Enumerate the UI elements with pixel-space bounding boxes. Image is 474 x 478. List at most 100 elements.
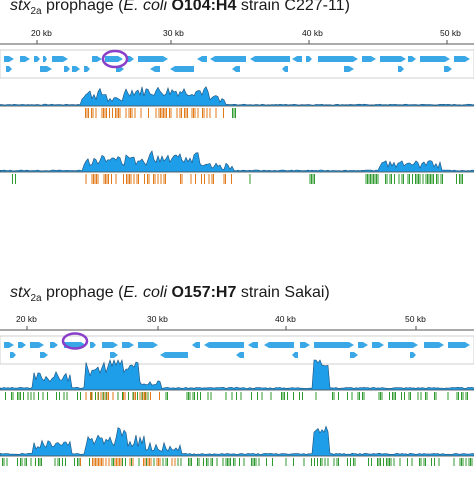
title-gene-sub: 2a bbox=[30, 293, 42, 305]
variant-tick bbox=[409, 174, 410, 184]
variant-tick bbox=[225, 174, 226, 184]
variant-tick bbox=[365, 174, 367, 184]
variant-tick bbox=[191, 108, 193, 118]
variant-tick bbox=[206, 458, 207, 466]
variant-tick bbox=[160, 174, 162, 184]
variant-tick bbox=[134, 108, 136, 118]
variant-tick bbox=[180, 458, 182, 466]
gene-arrow bbox=[300, 342, 310, 348]
gene-arrow bbox=[34, 56, 40, 62]
variant-tick bbox=[338, 458, 339, 466]
highlight-ellipse bbox=[61, 332, 89, 350]
variant-tick bbox=[126, 174, 127, 184]
variant-tick bbox=[136, 174, 138, 184]
variant-tick bbox=[91, 174, 93, 184]
variant-tick bbox=[368, 458, 369, 466]
variant-tick bbox=[236, 392, 237, 400]
variant-tick bbox=[92, 458, 93, 466]
gene-arrow bbox=[43, 56, 47, 62]
variant-tick bbox=[62, 458, 63, 466]
variant-tick bbox=[293, 392, 294, 400]
gene-arrow bbox=[64, 66, 70, 72]
variant-tick bbox=[195, 174, 196, 184]
variant-tick bbox=[86, 108, 88, 118]
variant-tick bbox=[97, 392, 99, 400]
scale-label-20kb: 20 kb bbox=[31, 28, 52, 38]
variant-tick bbox=[56, 392, 57, 400]
variant-tick bbox=[398, 174, 400, 184]
variant-tick bbox=[125, 458, 126, 466]
gene-arrow bbox=[410, 352, 416, 358]
variant-tick bbox=[377, 174, 379, 184]
variant-tick bbox=[234, 458, 236, 466]
variant-tick bbox=[257, 392, 258, 400]
variant-tick bbox=[425, 392, 426, 400]
variant-tick bbox=[359, 392, 360, 400]
variant-tick bbox=[17, 458, 18, 466]
variant-tick bbox=[309, 174, 311, 184]
variant-tick bbox=[206, 108, 208, 118]
gene-arrow bbox=[408, 56, 416, 62]
variant-tick bbox=[131, 108, 133, 118]
scale-label-40kb: 40 kb bbox=[302, 28, 323, 38]
variant-tick bbox=[101, 108, 103, 118]
variant-tick bbox=[6, 458, 8, 466]
variant-tick bbox=[169, 108, 170, 118]
variant-tick bbox=[181, 108, 182, 118]
variant-tick bbox=[90, 392, 91, 400]
scale-label-30kb: 30 kb bbox=[147, 314, 168, 324]
gene-arrow bbox=[454, 56, 470, 62]
variant-tick bbox=[166, 108, 167, 118]
panel-title: stx2a prophage (E. coli O157:H7 strain S… bbox=[10, 284, 330, 304]
coverage-profile bbox=[0, 86, 474, 107]
variant-tick bbox=[94, 174, 96, 184]
variant-tick bbox=[77, 458, 78, 466]
variant-tick bbox=[202, 108, 203, 118]
variant-tick bbox=[144, 392, 145, 400]
variant-tick bbox=[88, 108, 89, 118]
variant-tick bbox=[147, 392, 149, 400]
variant-tick bbox=[197, 392, 198, 400]
variant-tick bbox=[102, 392, 104, 400]
variant-tick bbox=[435, 392, 437, 400]
variant-tick bbox=[38, 458, 39, 466]
variant-tick bbox=[113, 458, 114, 466]
title-gene: stx bbox=[10, 284, 31, 301]
gene-arrow bbox=[50, 342, 58, 348]
gene-track-frame bbox=[0, 49, 474, 79]
variant-tick bbox=[191, 458, 192, 466]
variant-tick bbox=[460, 174, 462, 184]
variant-tick bbox=[153, 174, 154, 184]
variant-tick bbox=[420, 458, 422, 466]
variant-tick bbox=[123, 392, 124, 400]
gene-arrow bbox=[30, 342, 44, 348]
variant-tick bbox=[148, 108, 149, 118]
variant-tick bbox=[311, 174, 312, 184]
gene-arrow bbox=[318, 56, 358, 62]
variant-tick bbox=[15, 174, 16, 184]
gene-arrow bbox=[176, 352, 184, 358]
genome-track-o104: 20 kb 30 kb 40 kb 50 kb bbox=[0, 28, 474, 184]
variant-tick bbox=[383, 458, 384, 466]
variant-tick bbox=[437, 174, 439, 184]
scale-label-50kb: 50 kb bbox=[405, 314, 426, 324]
variant-tick bbox=[371, 174, 373, 184]
gene-arrow bbox=[250, 56, 290, 62]
variant-tick bbox=[80, 392, 81, 400]
variant-tick bbox=[258, 458, 260, 466]
variant-tick bbox=[380, 458, 381, 466]
variant-tick bbox=[440, 174, 442, 184]
variant-tick bbox=[370, 174, 371, 184]
variant-tick bbox=[456, 392, 458, 400]
gene-arrow bbox=[102, 342, 118, 348]
variant-tick bbox=[93, 458, 95, 466]
variant-tick bbox=[95, 108, 97, 118]
variant-tick bbox=[167, 392, 168, 400]
variant-tick bbox=[320, 458, 321, 466]
variant-tick bbox=[157, 174, 159, 184]
coverage-profile bbox=[0, 425, 474, 457]
variant-tick bbox=[96, 174, 97, 184]
gene-arrow bbox=[110, 352, 118, 358]
variant-tick bbox=[101, 458, 102, 466]
gene-arrow bbox=[236, 352, 244, 358]
